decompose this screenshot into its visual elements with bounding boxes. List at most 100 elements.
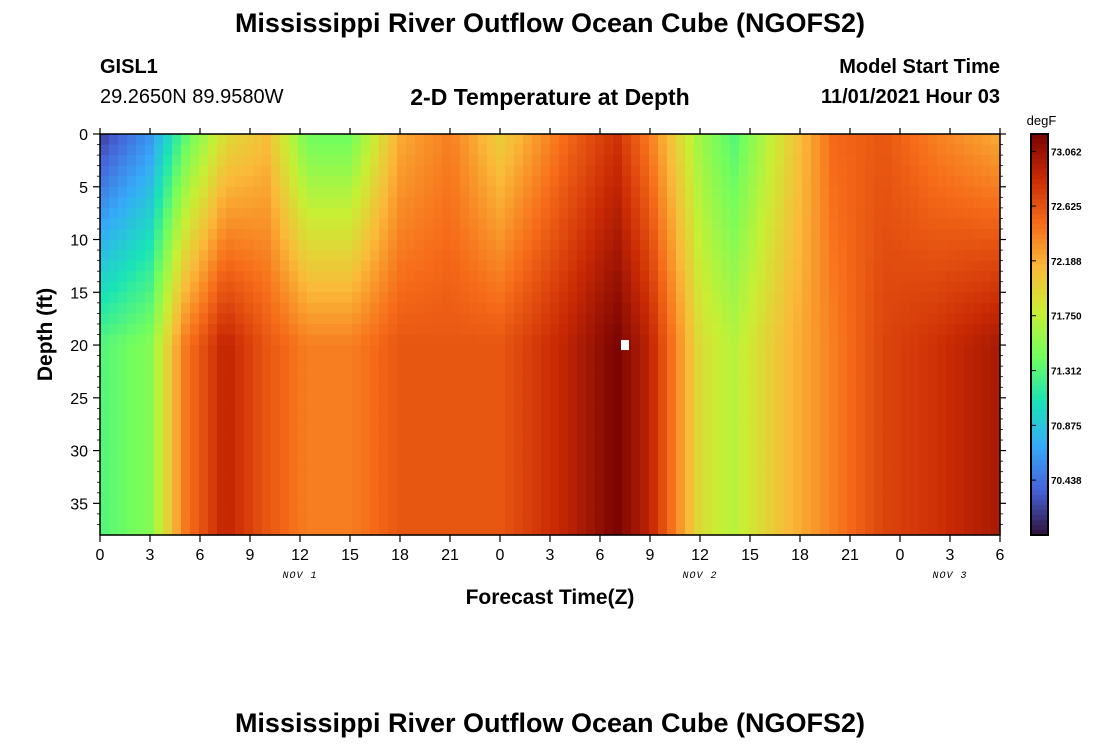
heatmap-cell <box>937 207 947 220</box>
heatmap-cell <box>505 503 515 515</box>
heatmap-cell <box>478 165 488 177</box>
heatmap-cell <box>550 186 560 198</box>
heatmap-cell <box>541 366 551 378</box>
heatmap-cell <box>343 513 353 526</box>
heatmap-cell <box>397 492 407 504</box>
heatmap-cell <box>298 429 308 441</box>
heatmap-cell <box>199 524 209 536</box>
heatmap-cell <box>568 323 578 336</box>
heatmap-cell <box>316 197 326 209</box>
heatmap-cell <box>136 207 146 220</box>
colorbar-tick-label: 72.188 <box>1051 257 1082 268</box>
heatmap-cell <box>631 144 641 156</box>
heatmap-cell <box>226 524 236 536</box>
heatmap-cell <box>298 366 308 378</box>
heatmap-cell <box>649 313 659 325</box>
heatmap-cell <box>163 366 173 378</box>
heatmap-cell <box>874 302 884 314</box>
heatmap-cell <box>874 440 884 452</box>
heatmap-cell <box>577 440 587 452</box>
heatmap-cell <box>838 387 848 399</box>
heatmap-cell <box>379 228 389 241</box>
heatmap-cell <box>379 345 389 357</box>
heatmap-cell <box>109 461 119 473</box>
heatmap-cell <box>145 250 155 262</box>
heatmap-cell <box>901 176 911 188</box>
heatmap-cell <box>901 155 911 167</box>
heatmap-cell <box>397 323 407 336</box>
heatmap-cell <box>478 492 488 504</box>
heatmap-cell <box>532 334 542 346</box>
heatmap-cell <box>379 134 389 146</box>
heatmap-cell <box>847 313 857 325</box>
heatmap-cell <box>370 471 380 483</box>
heatmap-cell <box>982 218 992 230</box>
heatmap-cell <box>244 387 254 399</box>
heatmap-cell <box>820 461 830 473</box>
heatmap-cell <box>973 239 983 251</box>
heatmap-cell <box>820 355 830 367</box>
heatmap-cell <box>757 207 767 220</box>
heatmap-cell <box>658 281 668 293</box>
heatmap-cell <box>172 218 182 230</box>
heatmap-cell <box>766 155 776 167</box>
chart-title: Mississippi River Outflow Ocean Cube (NG… <box>234 8 866 38</box>
colorbar-segment <box>1031 529 1048 536</box>
heatmap-cell <box>784 239 794 251</box>
heatmap-cell <box>181 440 191 452</box>
heatmap-cell <box>154 144 164 156</box>
heatmap-cell <box>676 186 686 198</box>
heatmap-cell <box>469 134 479 146</box>
colorbar-segment <box>1031 214 1048 220</box>
heatmap-cell <box>685 207 695 220</box>
heatmap-cell <box>667 292 677 304</box>
heatmap-cell <box>892 334 902 346</box>
heatmap-cell <box>883 450 893 462</box>
heatmap-cell <box>991 323 1001 336</box>
heatmap-cell <box>829 186 839 198</box>
heatmap-cell <box>433 503 443 515</box>
heatmap-cell <box>712 482 722 494</box>
heatmap-cell <box>406 239 416 251</box>
heatmap-cell <box>883 471 893 483</box>
heatmap-cell <box>586 429 596 441</box>
heatmap-cell <box>631 197 641 209</box>
heatmap-cell <box>883 345 893 357</box>
heatmap-cell <box>757 503 767 515</box>
heatmap-cell <box>334 418 344 431</box>
heatmap-cell <box>739 334 749 346</box>
heatmap-cell <box>865 334 875 346</box>
y-tick-label: 20 <box>70 338 88 355</box>
heatmap-cell <box>622 461 632 473</box>
heatmap-cell <box>478 429 488 441</box>
heatmap-cell <box>496 134 506 146</box>
heatmap-cell <box>910 334 920 346</box>
heatmap-cell <box>784 176 794 188</box>
heatmap-cell <box>181 302 191 314</box>
heatmap-cell <box>199 471 209 483</box>
heatmap-cell <box>568 250 578 262</box>
heatmap-cell <box>811 440 821 452</box>
heatmap-cell <box>127 418 137 431</box>
heatmap-cell <box>307 513 317 526</box>
heatmap-cell <box>919 323 929 336</box>
heatmap-cell <box>964 482 974 494</box>
heatmap-cell <box>226 292 236 304</box>
heatmap-cell <box>685 450 695 462</box>
heatmap-cell <box>424 292 434 304</box>
heatmap-cell <box>721 281 731 293</box>
heatmap-cell <box>217 408 227 420</box>
heatmap-cell <box>595 218 605 230</box>
heatmap-cell <box>334 524 344 536</box>
heatmap-cell <box>343 450 353 462</box>
heatmap-cell <box>253 207 263 220</box>
heatmap-cell <box>541 461 551 473</box>
heatmap-cell <box>433 408 443 420</box>
heatmap-cell <box>919 376 929 388</box>
heatmap-cell <box>451 513 461 526</box>
heatmap-cell <box>361 281 371 293</box>
heatmap-cell <box>118 207 128 220</box>
heatmap-cell <box>289 387 299 399</box>
heatmap-cell <box>226 134 236 146</box>
colorbar-segment <box>1031 364 1048 371</box>
